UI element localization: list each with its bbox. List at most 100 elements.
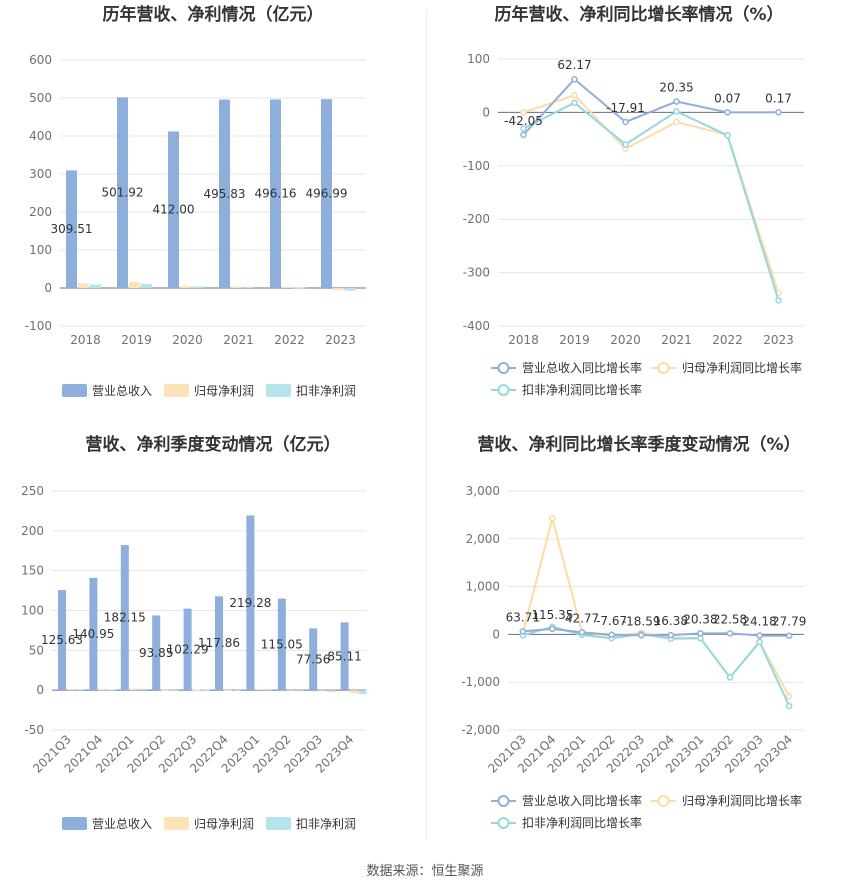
data-label: 85.11 [327,649,361,663]
bar [129,281,140,288]
y-tick-label: 600 [29,53,52,67]
data-label: 42.77 [565,611,599,625]
bar [264,689,273,691]
series-point [637,632,645,639]
series-point [756,638,763,646]
legend-label: 营业总收入 [92,384,152,398]
data-label: 22.58 [713,612,747,626]
bar [333,288,344,291]
legend-label: 归母净利润 [194,817,254,831]
bar [152,615,161,691]
series-point [667,631,675,639]
quarterly-revenue-profit-chart: 营收、净利季度变动情况（亿元） -50 0 50 100 150 200 250 2021Q3 2… [0,420,426,845]
y-tick-label: 0 [44,281,52,295]
data-label: 20.35 [659,81,693,95]
bar [233,690,241,692]
data-label: 115.35 [531,608,573,622]
series-point [520,131,527,139]
legend-marker [497,362,510,374]
x-tick-label: 2019 [559,333,590,347]
data-label: -42.05 [504,114,543,128]
x-tick-label: 2020 [610,333,641,347]
data-label: 63.71 [506,610,540,624]
data-label: -18.59 [622,614,661,628]
legend-swatch [164,384,189,397]
bar [117,97,128,288]
bar [192,286,203,288]
series-point [775,297,782,304]
x-tick-label: 2021 [661,333,692,347]
legend-label: 扣非净利润 [296,817,356,831]
series-point [608,631,615,639]
series-point [785,632,793,639]
y-tick-label: 500 [29,91,52,105]
bar [246,515,255,691]
y-tick-label: 100 [29,243,52,257]
data-label: 77.56 [296,652,330,666]
legend-label: 归母净利润 [194,384,254,398]
y-tick-label: 200 [29,205,52,219]
bar [120,545,129,691]
bar [345,288,356,291]
bar [129,688,138,691]
bar [67,688,75,691]
bar [270,99,281,288]
bar [66,170,77,288]
legend-label: 扣非净利润 [296,384,356,398]
bar [168,131,179,288]
legend-marker [497,795,510,807]
series-point [724,132,731,139]
legend-label: 扣非净利润同比增长率 [522,382,642,397]
y-tick-label: -200 [463,212,490,226]
bar [231,286,242,288]
quarterly-line-chart-svg: 营收、净利同比增长率季度变动情况（%） -2,000 -1,000 0 1,000 2,0… [461,434,806,830]
y-tick-label: -2,000 [461,723,500,737]
y-tick-label: 400 [29,129,52,143]
legend-swatch [62,817,87,830]
data-label: 27.79 [772,615,806,629]
legend-swatch [266,817,291,830]
y-tick-label: -300 [463,266,490,280]
series-line [523,94,780,294]
series-point [775,109,782,116]
series-point [673,108,680,115]
series-point [571,92,578,99]
series-point [520,125,527,132]
bar [282,286,293,288]
series-point [519,628,527,635]
y-tick-label: -100 [463,159,490,173]
bar [349,690,358,694]
y-tick-label: 100 [21,604,44,618]
bar [58,590,66,691]
data-label: 16.38 [654,614,688,628]
data-label: 496.99 [306,187,348,201]
y-tick-label: 50 [29,643,44,657]
bar [286,690,295,692]
x-tick-label: 2018 [70,333,101,347]
data-label: 495.83 [204,187,246,201]
series-line [523,101,780,301]
bar [170,689,179,691]
legend-marker [497,384,510,396]
legend-label: 归母净利润同比增长率 [682,360,802,375]
series-point [673,98,680,105]
y-tick-label: 1,000 [466,580,500,594]
legend-marker [497,817,510,829]
data-label: 117.86 [198,636,240,650]
legend-swatch [266,384,291,397]
x-tick-label: 2021 [223,333,254,347]
bar [89,577,98,691]
x-tick-label: 2018 [508,333,539,347]
quarterly-bar-chart-svg: 营收、净利季度变动情况（亿元）-500501001502002502021Q32… [21,434,367,831]
legend-label: 营业总收入同比增长率 [522,360,642,375]
y-tick-label: 100 [467,52,490,66]
bar [192,689,201,691]
y-tick-label: -400 [463,319,490,333]
y-tick-label: 300 [29,167,52,181]
chart-title: 营收、净利同比增长率季度变动情况（%） [477,434,800,455]
data-label: 0.17 [765,91,792,105]
data-label: 0.07 [714,91,741,105]
bar [277,598,286,691]
series-line [522,627,790,637]
data-label: 102.29 [167,642,209,656]
